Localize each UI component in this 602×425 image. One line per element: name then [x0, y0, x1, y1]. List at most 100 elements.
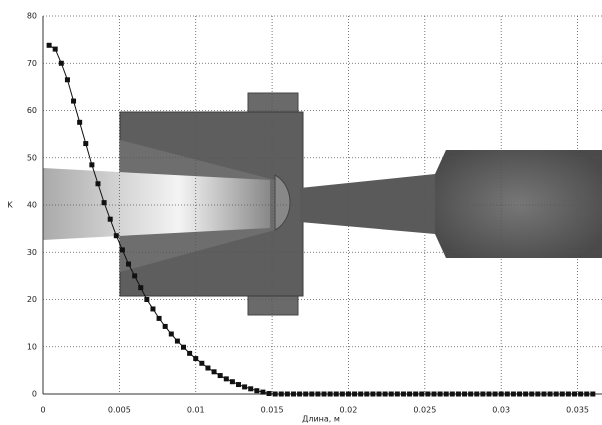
- marker: [468, 392, 473, 397]
- marker: [114, 233, 119, 238]
- marker: [95, 181, 100, 186]
- marker: [413, 392, 418, 397]
- x-tick-label: 0.015: [261, 406, 284, 415]
- marker: [260, 390, 265, 395]
- marker: [493, 392, 498, 397]
- marker: [47, 43, 52, 48]
- y-tick-label: 30: [27, 248, 37, 257]
- marker: [108, 217, 113, 222]
- marker: [590, 392, 595, 397]
- marker: [517, 392, 522, 397]
- marker: [584, 392, 589, 397]
- marker: [462, 392, 467, 397]
- x-tick-label: 0: [40, 406, 45, 415]
- marker: [456, 392, 461, 397]
- marker: [273, 392, 278, 397]
- marker: [474, 392, 479, 397]
- marker: [383, 392, 388, 397]
- marker: [328, 392, 333, 397]
- marker: [175, 339, 180, 344]
- chart: Длина, м K 0102030405060708000.0050.010.…: [0, 0, 602, 425]
- x-tick-label: 0.005: [108, 406, 131, 415]
- marker: [230, 379, 235, 384]
- marker: [309, 392, 314, 397]
- marker: [364, 392, 369, 397]
- marker: [138, 285, 143, 290]
- marker: [370, 392, 375, 397]
- marker: [560, 392, 565, 397]
- marker: [267, 391, 272, 396]
- y-tick-label: 50: [27, 153, 37, 162]
- marker: [303, 392, 308, 397]
- marker: [77, 120, 82, 125]
- marker: [419, 392, 424, 397]
- marker: [554, 392, 559, 397]
- marker: [120, 247, 125, 252]
- marker: [205, 366, 210, 371]
- marker: [297, 392, 302, 397]
- marker: [126, 262, 131, 267]
- marker: [163, 324, 168, 329]
- y-tick-label: 40: [27, 201, 37, 210]
- marker: [480, 392, 485, 397]
- marker: [389, 392, 394, 397]
- marker: [541, 392, 546, 397]
- marker: [523, 392, 528, 397]
- marker: [535, 392, 540, 397]
- marker: [315, 392, 320, 397]
- marker: [236, 382, 241, 387]
- marker: [450, 392, 455, 397]
- marker: [71, 99, 76, 104]
- marker: [322, 392, 327, 397]
- y-tick-label: 60: [27, 106, 37, 115]
- marker: [499, 392, 504, 397]
- y-tick-label: 80: [27, 12, 37, 21]
- marker: [65, 77, 70, 82]
- x-tick-label: 0.02: [340, 406, 358, 415]
- marker: [572, 392, 577, 397]
- marker: [89, 162, 94, 167]
- marker: [224, 376, 229, 381]
- marker: [505, 392, 510, 397]
- marker: [358, 392, 363, 397]
- marker: [425, 392, 430, 397]
- marker: [150, 306, 155, 311]
- y-tick-label: 70: [27, 59, 37, 68]
- marker: [279, 392, 284, 397]
- marker: [529, 392, 534, 397]
- marker: [431, 392, 436, 397]
- marker: [486, 392, 491, 397]
- y-tick-label: 0: [32, 390, 37, 399]
- marker: [248, 386, 253, 391]
- marker: [566, 392, 571, 397]
- marker: [254, 388, 259, 393]
- marker: [242, 384, 247, 389]
- y-tick-label: 10: [27, 342, 37, 351]
- marker: [102, 200, 107, 205]
- marker: [212, 369, 217, 374]
- marker: [132, 273, 137, 278]
- marker: [169, 331, 174, 336]
- marker: [444, 392, 449, 397]
- marker: [53, 47, 58, 52]
- marker: [548, 392, 553, 397]
- marker: [144, 297, 149, 302]
- x-tick-label: 0.01: [187, 406, 205, 415]
- marker: [334, 392, 339, 397]
- x-tick-label: 0.025: [413, 406, 436, 415]
- marker: [291, 392, 296, 397]
- x-tick-label: 0.03: [492, 406, 510, 415]
- background-render: [43, 93, 602, 315]
- marker: [438, 392, 443, 397]
- marker: [395, 392, 400, 397]
- marker: [59, 61, 64, 66]
- marker: [285, 392, 290, 397]
- marker: [187, 351, 192, 356]
- marker: [377, 392, 382, 397]
- y-tick-label: 20: [27, 295, 37, 304]
- x-tick-label: 0.035: [566, 406, 589, 415]
- marker: [407, 392, 412, 397]
- marker: [511, 392, 516, 397]
- marker: [181, 345, 186, 350]
- marker: [346, 392, 351, 397]
